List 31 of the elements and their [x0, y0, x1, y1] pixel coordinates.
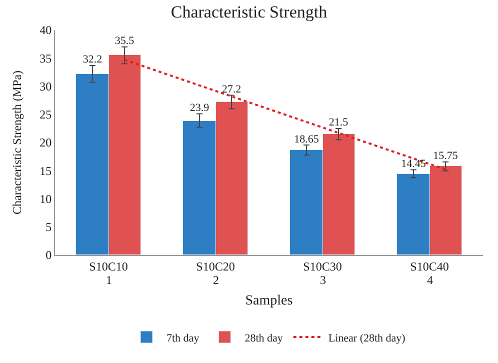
data-label: 18.65 [294, 133, 320, 146]
data-label: 23.9 [190, 102, 210, 114]
text: 1 [106, 273, 112, 287]
x-tick-label: S10C40 [410, 259, 449, 274]
x-tick-label: S10C30 [303, 259, 342, 274]
data-label: 21.5 [328, 116, 349, 129]
y-tick-label: 5 [46, 220, 52, 234]
data-label: 27.2 [222, 84, 242, 96]
x-axis-title: Samples [245, 294, 293, 309]
y-tick-label: 10 [40, 192, 52, 206]
data-label: 14.45 [401, 158, 426, 170]
text: 2 [213, 273, 219, 287]
data-label: 32.2 [82, 54, 102, 66]
text: 4 [427, 273, 433, 287]
legend-label: Linear (28th day) [328, 332, 406, 344]
y-axis-title: Characteristic Strength (MPa) [10, 70, 24, 214]
text: 3 [320, 273, 326, 287]
data-label: 15.75 [433, 150, 458, 162]
data-label: 35.5 [114, 35, 135, 48]
y-tick-label: 0 [46, 248, 52, 262]
chart-title: Characteristic Strength [170, 2, 328, 22]
y-tick-label: 20 [40, 136, 52, 150]
y-tick-label: 35 [40, 51, 52, 66]
x-tick-label: S10C20 [196, 259, 235, 274]
y-tick-label: 25 [40, 108, 52, 122]
x-tick-label: S10C10 [89, 259, 128, 274]
y-tick-label: 15 [40, 164, 52, 178]
y-tick-label: 30 [40, 79, 52, 94]
y-tick-label: 40 [40, 23, 52, 38]
legend-label: 28th day [244, 332, 284, 344]
legend-label: 7th day [166, 332, 200, 344]
